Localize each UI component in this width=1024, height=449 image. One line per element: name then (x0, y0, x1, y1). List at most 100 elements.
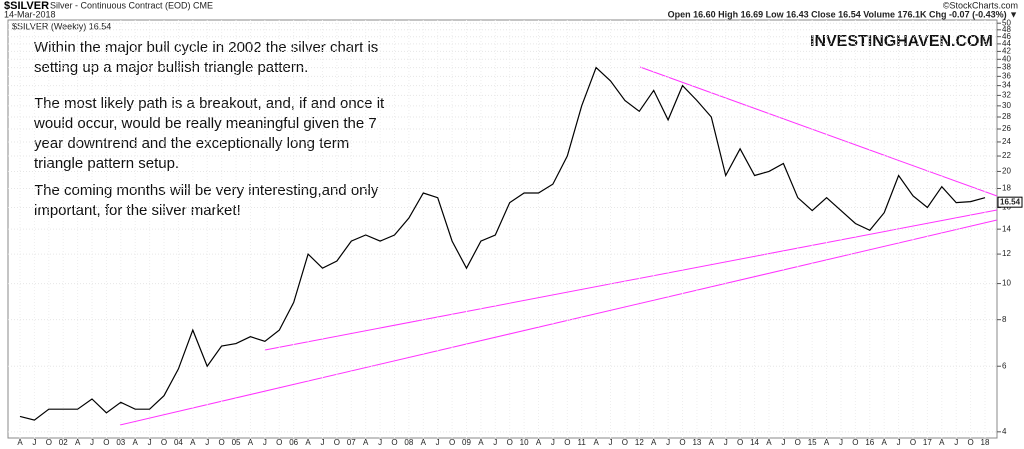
trend-line (119, 219, 998, 426)
x-tick-label: J (263, 438, 267, 447)
x-tick-label: J (493, 438, 497, 447)
annotation-line: The most likely path is a breakout, and,… (34, 95, 385, 112)
x-tick-label: A (75, 438, 81, 447)
x-tick-label: 11 (578, 438, 587, 447)
y-tick-label: 44 (1002, 39, 1011, 48)
quote: Open 16.60 High 16.69 Low 16.43 Close 16… (668, 9, 1018, 19)
x-tick-label: A (939, 438, 945, 447)
x-tick-label: O (910, 438, 916, 447)
y-tick-label: 22 (1002, 151, 1011, 160)
y-tick-label: 36 (1002, 71, 1011, 80)
y-tick-label: 40 (1002, 54, 1011, 63)
y-tick-label: 42 (1002, 47, 1011, 56)
x-tick-label: A (305, 438, 311, 447)
x-tick-label: 07 (347, 438, 356, 447)
annotation-line: setting up a major bullish triangle patt… (34, 59, 308, 76)
annotation-line: year downtrend and the exceptionally lon… (34, 135, 349, 152)
trend-line (639, 66, 998, 197)
x-tick-label: 17 (923, 438, 932, 447)
y-tick-label: 30 (1002, 101, 1011, 110)
x-tick-label: A (17, 438, 23, 447)
y-tick-label: 4 (1002, 427, 1007, 436)
y-tick-label: 10 (1002, 279, 1011, 288)
x-tick-label: A (824, 438, 830, 447)
x-tick-label: A (593, 438, 599, 447)
annotation-line: triangle pattern setup. (34, 155, 179, 172)
x-tick-label: 18 (981, 438, 990, 447)
date: 14-Mar-2018 (4, 9, 56, 19)
x-tick-label: 16 (865, 438, 874, 447)
x-tick-label: A (536, 438, 542, 447)
y-tick-label: 24 (1002, 137, 1011, 146)
legend: $SILVER (Weekly) 16.54 (12, 21, 111, 31)
symbol: $SILVER (4, 0, 49, 12)
y-tick-label: 28 (1002, 112, 1011, 121)
x-tick-label: J (32, 438, 36, 447)
y-tick-label: 34 (1002, 81, 1011, 90)
x-tick-label: 02 (59, 438, 68, 447)
y-tick-label: 32 (1002, 91, 1011, 100)
price-tag (997, 196, 1023, 208)
x-tick-label: O (679, 438, 685, 447)
x-tick-label: O (276, 438, 282, 447)
x-tick-label: A (478, 438, 484, 447)
x-tick-label: 03 (116, 438, 125, 447)
x-tick-label: O (449, 438, 455, 447)
price-tag-label: 16.54 (1000, 197, 1021, 206)
x-tick-label: O (507, 438, 513, 447)
x-tick-label: A (363, 438, 369, 447)
x-tick-label: J (954, 438, 958, 447)
x-tick-label: 08 (404, 438, 413, 447)
x-tick-label: J (609, 438, 613, 447)
annotation-line: important, for the silver market! (34, 202, 241, 219)
y-tick-label: 20 (1002, 167, 1011, 176)
x-tick-label: J (839, 438, 843, 447)
y-tick-label: 6 (1002, 361, 1007, 370)
x-tick-label: J (320, 438, 324, 447)
annotation-line: would occur, would be really meaningful … (33, 115, 377, 132)
x-tick-label: O (334, 438, 340, 447)
x-tick-label: J (378, 438, 382, 447)
x-tick-label: 15 (808, 438, 817, 447)
x-tick-label: 09 (462, 438, 471, 447)
source: ©StockCharts.com (943, 0, 1018, 10)
x-tick-label: 10 (520, 438, 529, 447)
x-tick-label: A (709, 438, 715, 447)
x-tick-label: 04 (174, 438, 183, 447)
x-tick-label: A (248, 438, 254, 447)
x-tick-label: 12 (635, 438, 644, 447)
x-tick-label: O (795, 438, 801, 447)
annotation-line: The coming months will be very interesti… (34, 182, 379, 199)
x-tick-label: J (90, 438, 94, 447)
x-tick-label: O (737, 438, 743, 447)
y-tick-label: 12 (1002, 249, 1011, 258)
x-tick-label: 14 (750, 438, 759, 447)
x-tick-label: O (564, 438, 570, 447)
y-tick-label: 14 (1002, 224, 1011, 233)
chart-title: Silver - Continuous Contract (EOD) CME (50, 0, 213, 10)
y-tick-label: 26 (1002, 124, 1011, 133)
x-tick-label: O (967, 438, 973, 447)
y-tick-label: 8 (1002, 315, 1007, 324)
x-tick-label: A (651, 438, 657, 447)
x-tick-label: O (161, 438, 167, 447)
x-tick-label: A (133, 438, 139, 447)
y-tick-label: 48 (1002, 25, 1011, 34)
x-tick-label: O (852, 438, 858, 447)
x-tick-label: O (391, 438, 397, 447)
x-tick-label: J (781, 438, 785, 447)
x-tick-label: A (766, 438, 772, 447)
x-tick-label: O (622, 438, 628, 447)
x-tick-label: A (190, 438, 196, 447)
x-tick-label: 05 (232, 438, 241, 447)
y-tick-label: 46 (1002, 32, 1011, 41)
x-tick-label: J (148, 438, 152, 447)
price-line (19, 66, 986, 421)
x-tick-label: J (205, 438, 209, 447)
x-tick-label: J (551, 438, 555, 447)
y-tick-label: 38 (1002, 63, 1011, 72)
x-tick-label: 06 (289, 438, 298, 447)
x-tick-label: J (724, 438, 728, 447)
y-tick-label: 50 (1002, 18, 1011, 27)
